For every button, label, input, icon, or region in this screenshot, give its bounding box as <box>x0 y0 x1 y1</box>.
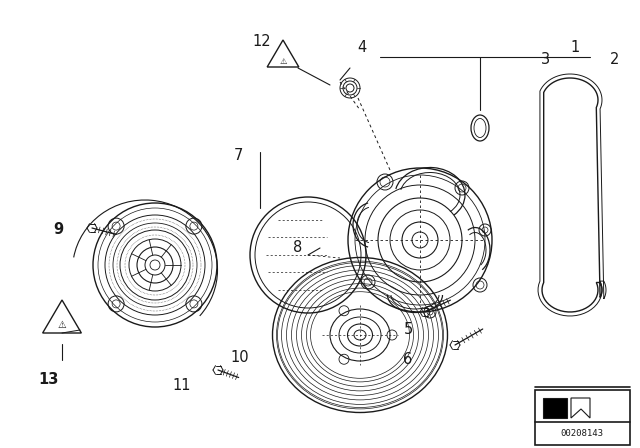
Polygon shape <box>43 300 81 333</box>
Text: 1: 1 <box>570 39 580 55</box>
Text: 10: 10 <box>230 350 250 366</box>
Polygon shape <box>571 398 590 418</box>
Text: 4: 4 <box>357 40 367 56</box>
Bar <box>535 390 630 445</box>
Text: 00208143: 00208143 <box>561 430 604 439</box>
Text: 6: 6 <box>403 353 413 367</box>
Text: 7: 7 <box>234 147 243 163</box>
Text: 12: 12 <box>253 34 271 49</box>
Text: 2: 2 <box>611 52 620 68</box>
Text: 13: 13 <box>38 372 58 388</box>
Polygon shape <box>267 40 299 67</box>
Text: 11: 11 <box>173 378 191 392</box>
Text: ⚠: ⚠ <box>58 320 67 330</box>
Text: 8: 8 <box>293 241 303 255</box>
Text: 3: 3 <box>540 52 550 68</box>
Text: 5: 5 <box>403 323 413 337</box>
Polygon shape <box>543 398 567 418</box>
Text: ⚠: ⚠ <box>279 56 287 65</box>
Text: 9: 9 <box>53 223 63 237</box>
